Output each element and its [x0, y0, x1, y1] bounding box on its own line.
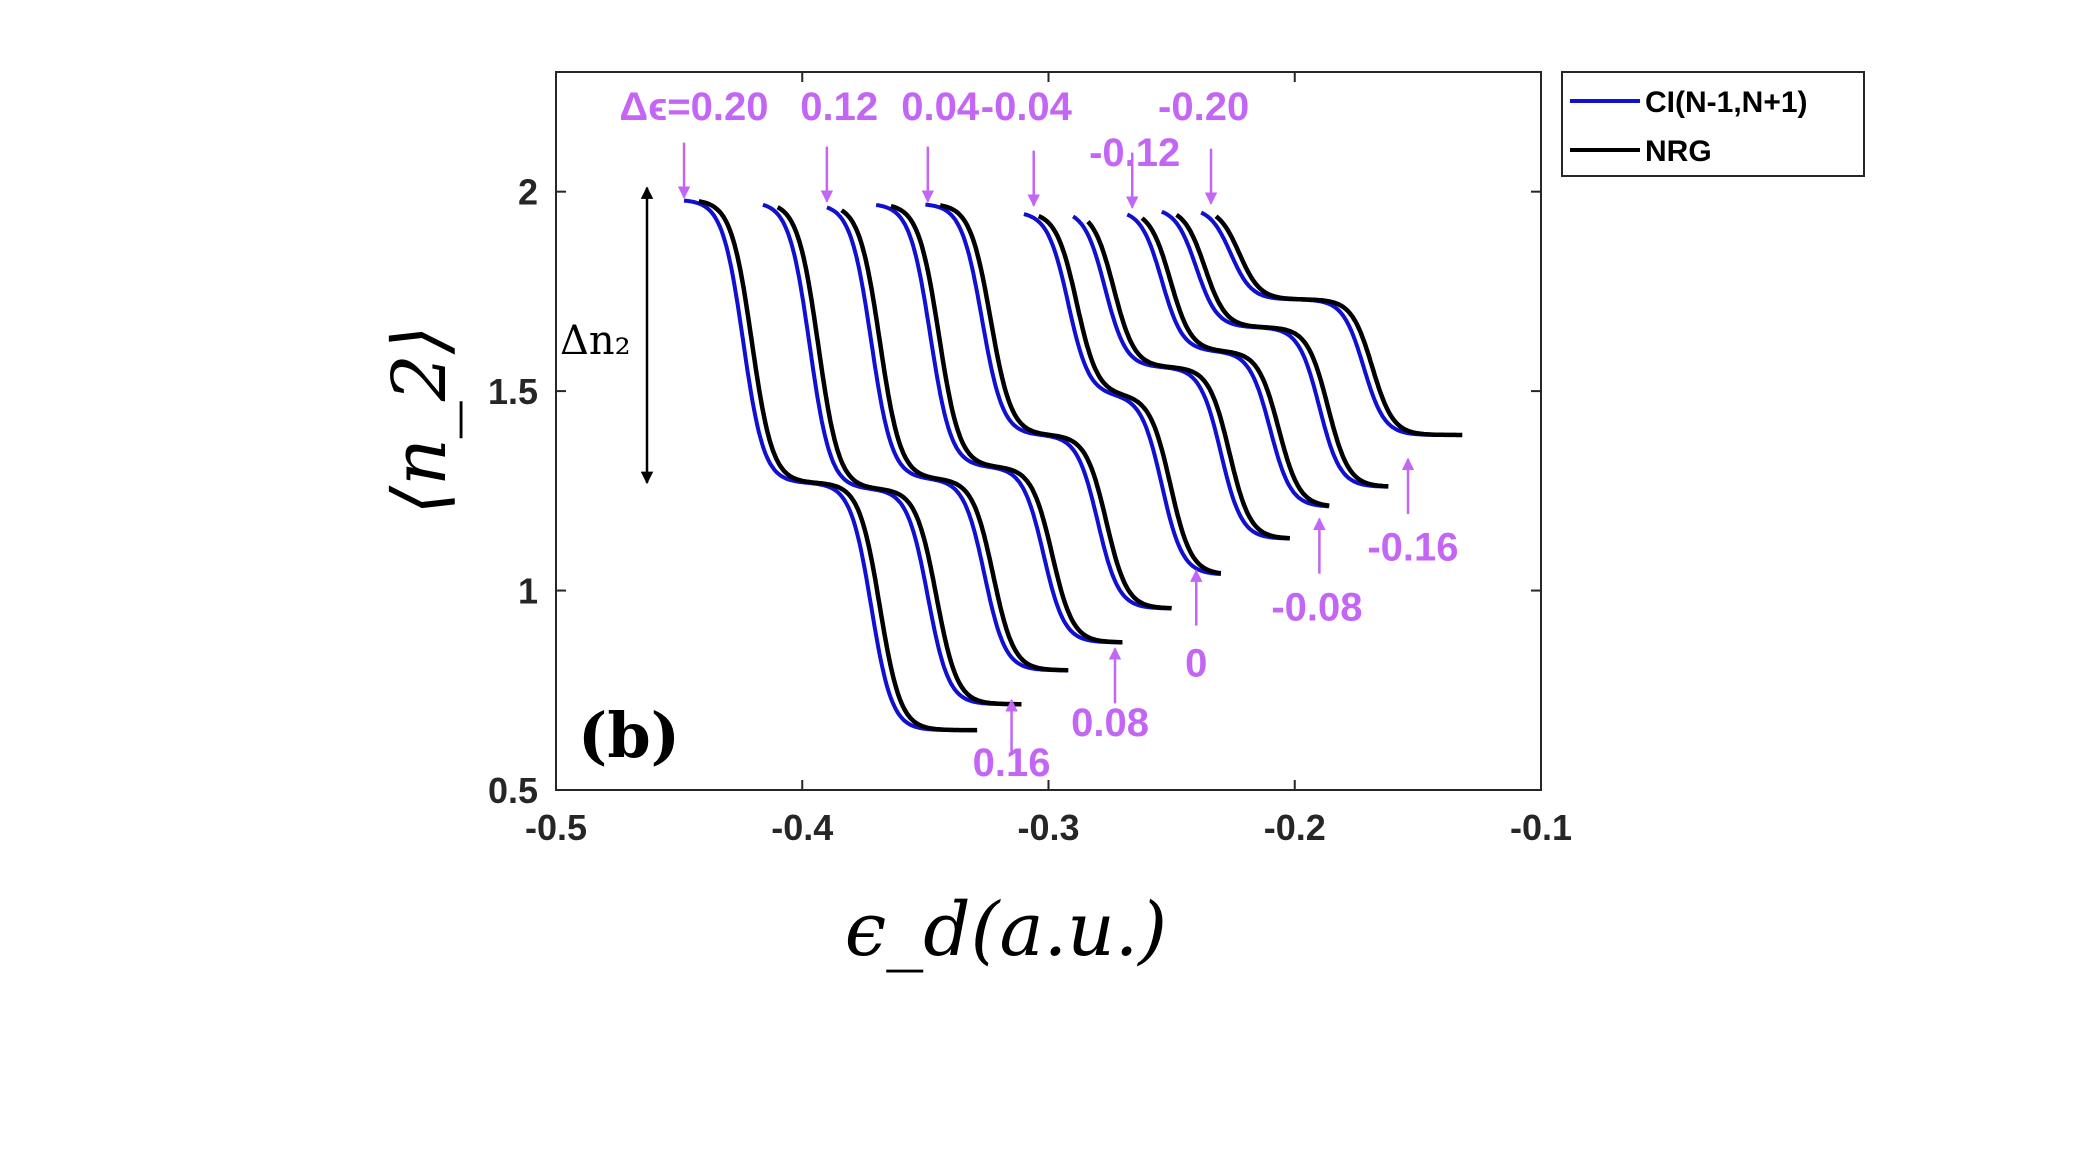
x-axis-label: ϵ_d(a.u.) — [845, 887, 1167, 973]
y-tick-label: 1.5 — [488, 371, 538, 412]
x-tick-label: -0.1 — [1510, 807, 1572, 848]
ticks-group: -0.5 -0.4 -0.3 -0.2 -0.1 0.5 1 1.5 2 — [488, 72, 1572, 848]
nrg-curve-3 — [890, 203, 1123, 645]
x-tick-label: -0.3 — [1017, 807, 1079, 848]
nrg-curve-2 — [840, 208, 1069, 673]
annotation-label-top: -0.12 — [1089, 131, 1180, 175]
ci-curve-5 — [1023, 212, 1222, 576]
y-tick-label: 0.5 — [488, 770, 538, 811]
nrg-curve-6 — [1086, 220, 1291, 541]
nrg-curve-4 — [939, 203, 1172, 611]
nrg-curve-5 — [1037, 214, 1222, 576]
plot-area — [555, 71, 1542, 791]
legend: CI(N-1,N+1) NRG — [1561, 71, 1865, 177]
legend-label-ci: CI(N-1,N+1) — [1645, 86, 1808, 119]
panel-label: (b) — [578, 699, 680, 772]
delta-n-label: Δn₂ — [560, 318, 631, 364]
y-tick-label: 2 — [518, 172, 538, 213]
annotation-label-top: -0.04 — [981, 85, 1073, 129]
legend-box — [1561, 71, 1865, 177]
annotation-label-bottom: 0.08 — [1071, 701, 1149, 745]
annotation-label-top: -0.20 — [1158, 85, 1249, 129]
nrg-curve-7 — [1140, 216, 1330, 508]
ci-curve-2 — [826, 205, 1069, 673]
curves-group — [683, 198, 1463, 733]
legend-label-nrg: NRG — [1645, 135, 1712, 168]
annotation-label-bottom: 0.16 — [973, 741, 1051, 785]
nrg-curve-8 — [1175, 213, 1389, 489]
annotation-label-bottom: -0.08 — [1271, 586, 1362, 630]
annotation-label-bottom: -0.16 — [1367, 526, 1458, 570]
annotations-group: Δϵ=0.20 0.12 0.04 -0.04 -0.12-0.20 0.16 0.08 0 -… — [619, 85, 1458, 785]
nrg-curve-9 — [1214, 214, 1463, 438]
annotation-label-top: Δϵ=0.20 — [619, 85, 768, 129]
x-tick-label: -0.2 — [1264, 807, 1326, 848]
x-tick-label: -0.5 — [525, 807, 587, 848]
annotation-label-bottom: 0 — [1185, 641, 1207, 685]
nrg-curve-0 — [698, 199, 978, 733]
annotation-label-top: 0.12 — [800, 85, 878, 129]
x-tick-label: -0.4 — [771, 807, 833, 848]
annotation-label-top: 0.04 — [901, 85, 980, 129]
nrg-curve-1 — [776, 205, 1022, 707]
y-tick-label: 1 — [518, 571, 538, 612]
y-axis-label: ⟨n_2⟩ — [377, 325, 463, 514]
